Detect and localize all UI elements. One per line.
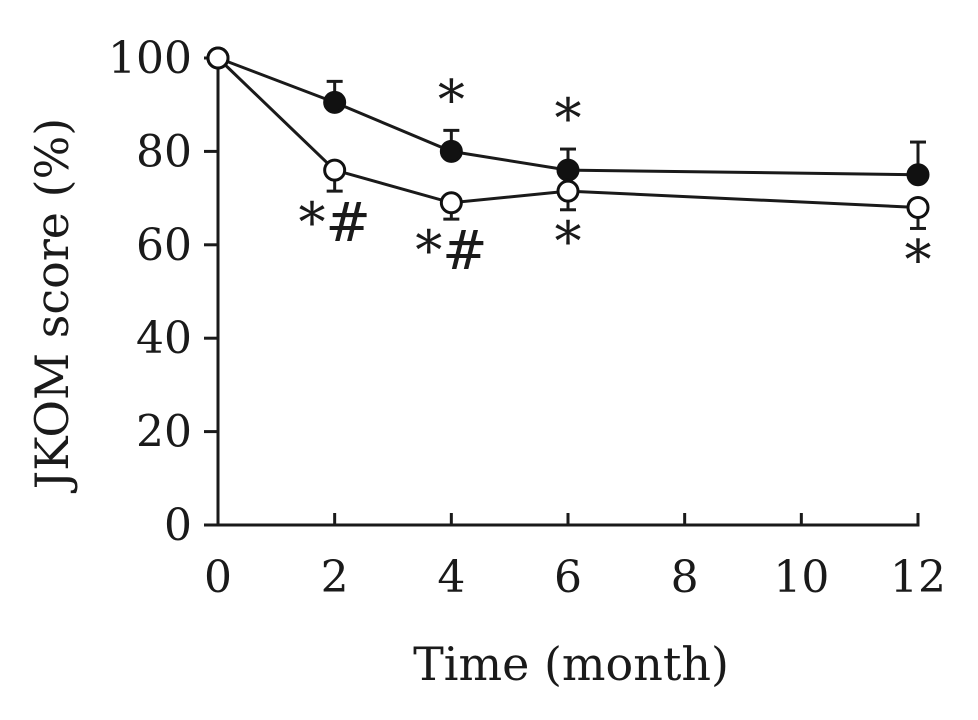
open-point	[439, 191, 463, 215]
y-tick-label: 0	[164, 500, 192, 551]
y-tick-label: 40	[136, 313, 192, 364]
y-tick-label: 20	[136, 407, 192, 458]
significance-label: *	[905, 228, 932, 291]
y-tick-label: 80	[136, 126, 192, 177]
filled-point	[556, 158, 580, 182]
significance-label: *#	[415, 219, 487, 282]
y-tick-label: 100	[108, 33, 192, 84]
significance-label: *	[555, 87, 582, 150]
filled-point	[906, 163, 930, 187]
significance-label: *	[555, 210, 582, 273]
y-tick-label: 60	[136, 220, 192, 271]
open-point	[206, 46, 230, 70]
x-axis-title: Time (month)	[413, 637, 729, 691]
filled-point	[439, 139, 463, 163]
x-tick-label: 6	[554, 552, 582, 603]
significance-label: *#	[299, 191, 371, 254]
open-point	[323, 158, 347, 182]
x-tick-label: 0	[204, 552, 232, 603]
axes: 0 20 40 60 80 100 0 2 4 6 8 10 12	[108, 33, 946, 603]
series-layer: * * *# *# * *	[206, 46, 932, 291]
x-tick-label: 2	[321, 552, 349, 603]
x-tick-label: 8	[671, 552, 699, 603]
filled-point	[323, 90, 347, 114]
x-tick-label: 4	[437, 552, 465, 603]
x-tick-label: 10	[773, 552, 829, 603]
significance-label: *	[438, 68, 465, 131]
x-tick-label: 12	[890, 552, 946, 603]
y-axis-title: JKOM score (%)	[25, 118, 79, 494]
open-point	[906, 195, 930, 219]
open-point	[556, 179, 580, 203]
